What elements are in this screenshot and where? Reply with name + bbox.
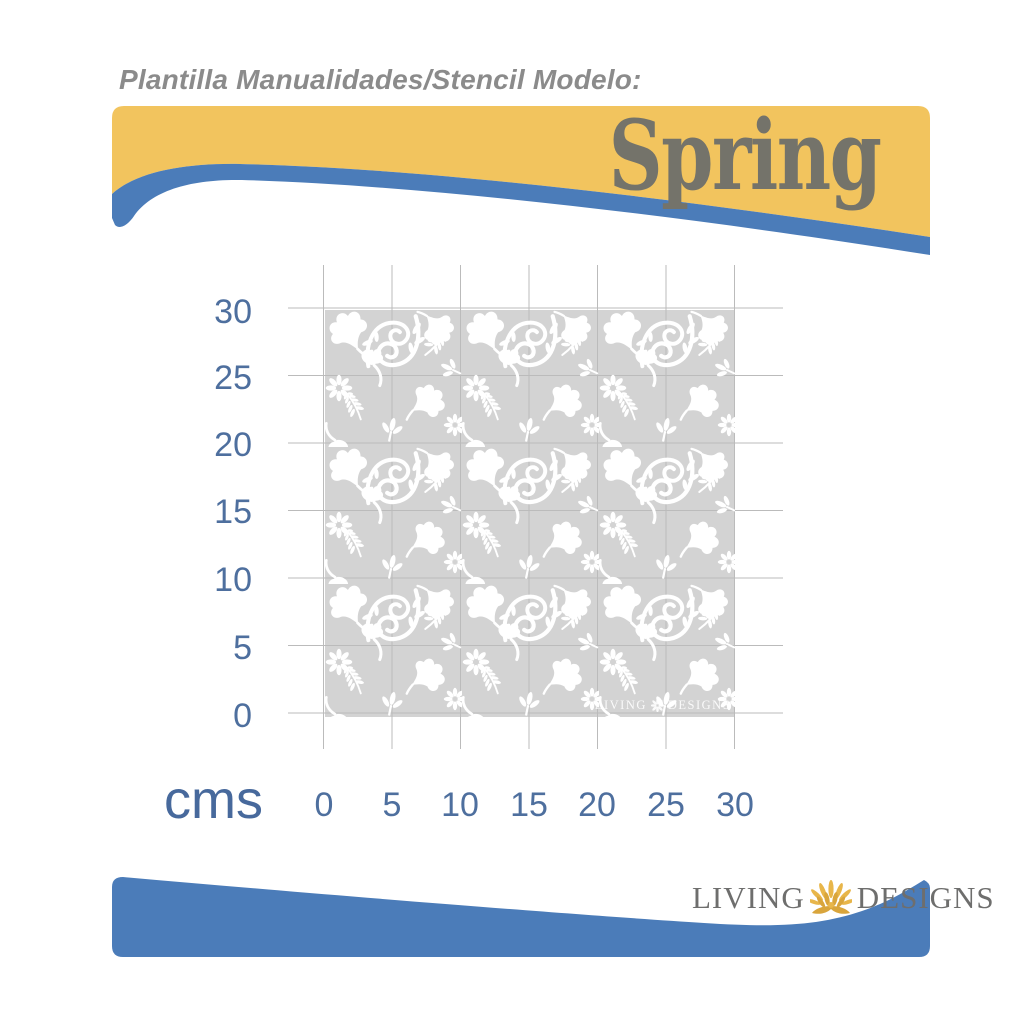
watermark-living-label: LIVING: [594, 697, 647, 712]
lotus-flower-icon: [809, 880, 852, 914]
y-axis-tick-30: 30: [214, 293, 252, 331]
y-axis-tick-5: 5: [233, 629, 252, 667]
y-axis-tick-25: 25: [214, 359, 252, 397]
x-axis-tick-30: 30: [716, 786, 754, 824]
x-axis-tick-15: 15: [510, 786, 548, 824]
bottom-banner-wave-graphic: [112, 877, 930, 957]
bottom-banner: [112, 872, 930, 958]
stencil-scale-diagram: [288, 265, 783, 749]
x-axis-tick-20: 20: [578, 786, 616, 824]
y-axis-tick-10: 10: [214, 561, 252, 599]
measurement-grid: [283, 260, 788, 752]
stencil-floral-pattern: [325, 310, 735, 717]
watermark-designs-label: DESIGNS: [667, 697, 732, 712]
x-axis-tick-10: 10: [441, 786, 479, 824]
brand-logo: LIVING DESIGNS: [692, 877, 995, 919]
y-axis-tick-15: 15: [214, 493, 252, 531]
y-axis-tick-20: 20: [214, 426, 252, 464]
x-axis-tick-25: 25: [647, 786, 685, 824]
brand-designs-label: DESIGNS: [856, 880, 995, 915]
unit-label: cms: [164, 770, 263, 830]
stencil-watermark: LIVING DESIGNS: [583, 696, 743, 714]
top-banner-wave-graphic: [112, 106, 930, 255]
x-axis-tick-0: 0: [314, 786, 334, 824]
model-name-label: Spring: [608, 99, 881, 212]
y-axis-tick-0: 0: [233, 697, 252, 735]
top-banner: Spring: [112, 106, 930, 256]
watermark-flower-icon: [650, 698, 664, 712]
x-axis-tick-5: 5: [382, 786, 402, 824]
page-title: Plantilla Manualidades/Stencil Modelo:: [119, 64, 642, 95]
brand-living-label: LIVING: [692, 880, 805, 915]
